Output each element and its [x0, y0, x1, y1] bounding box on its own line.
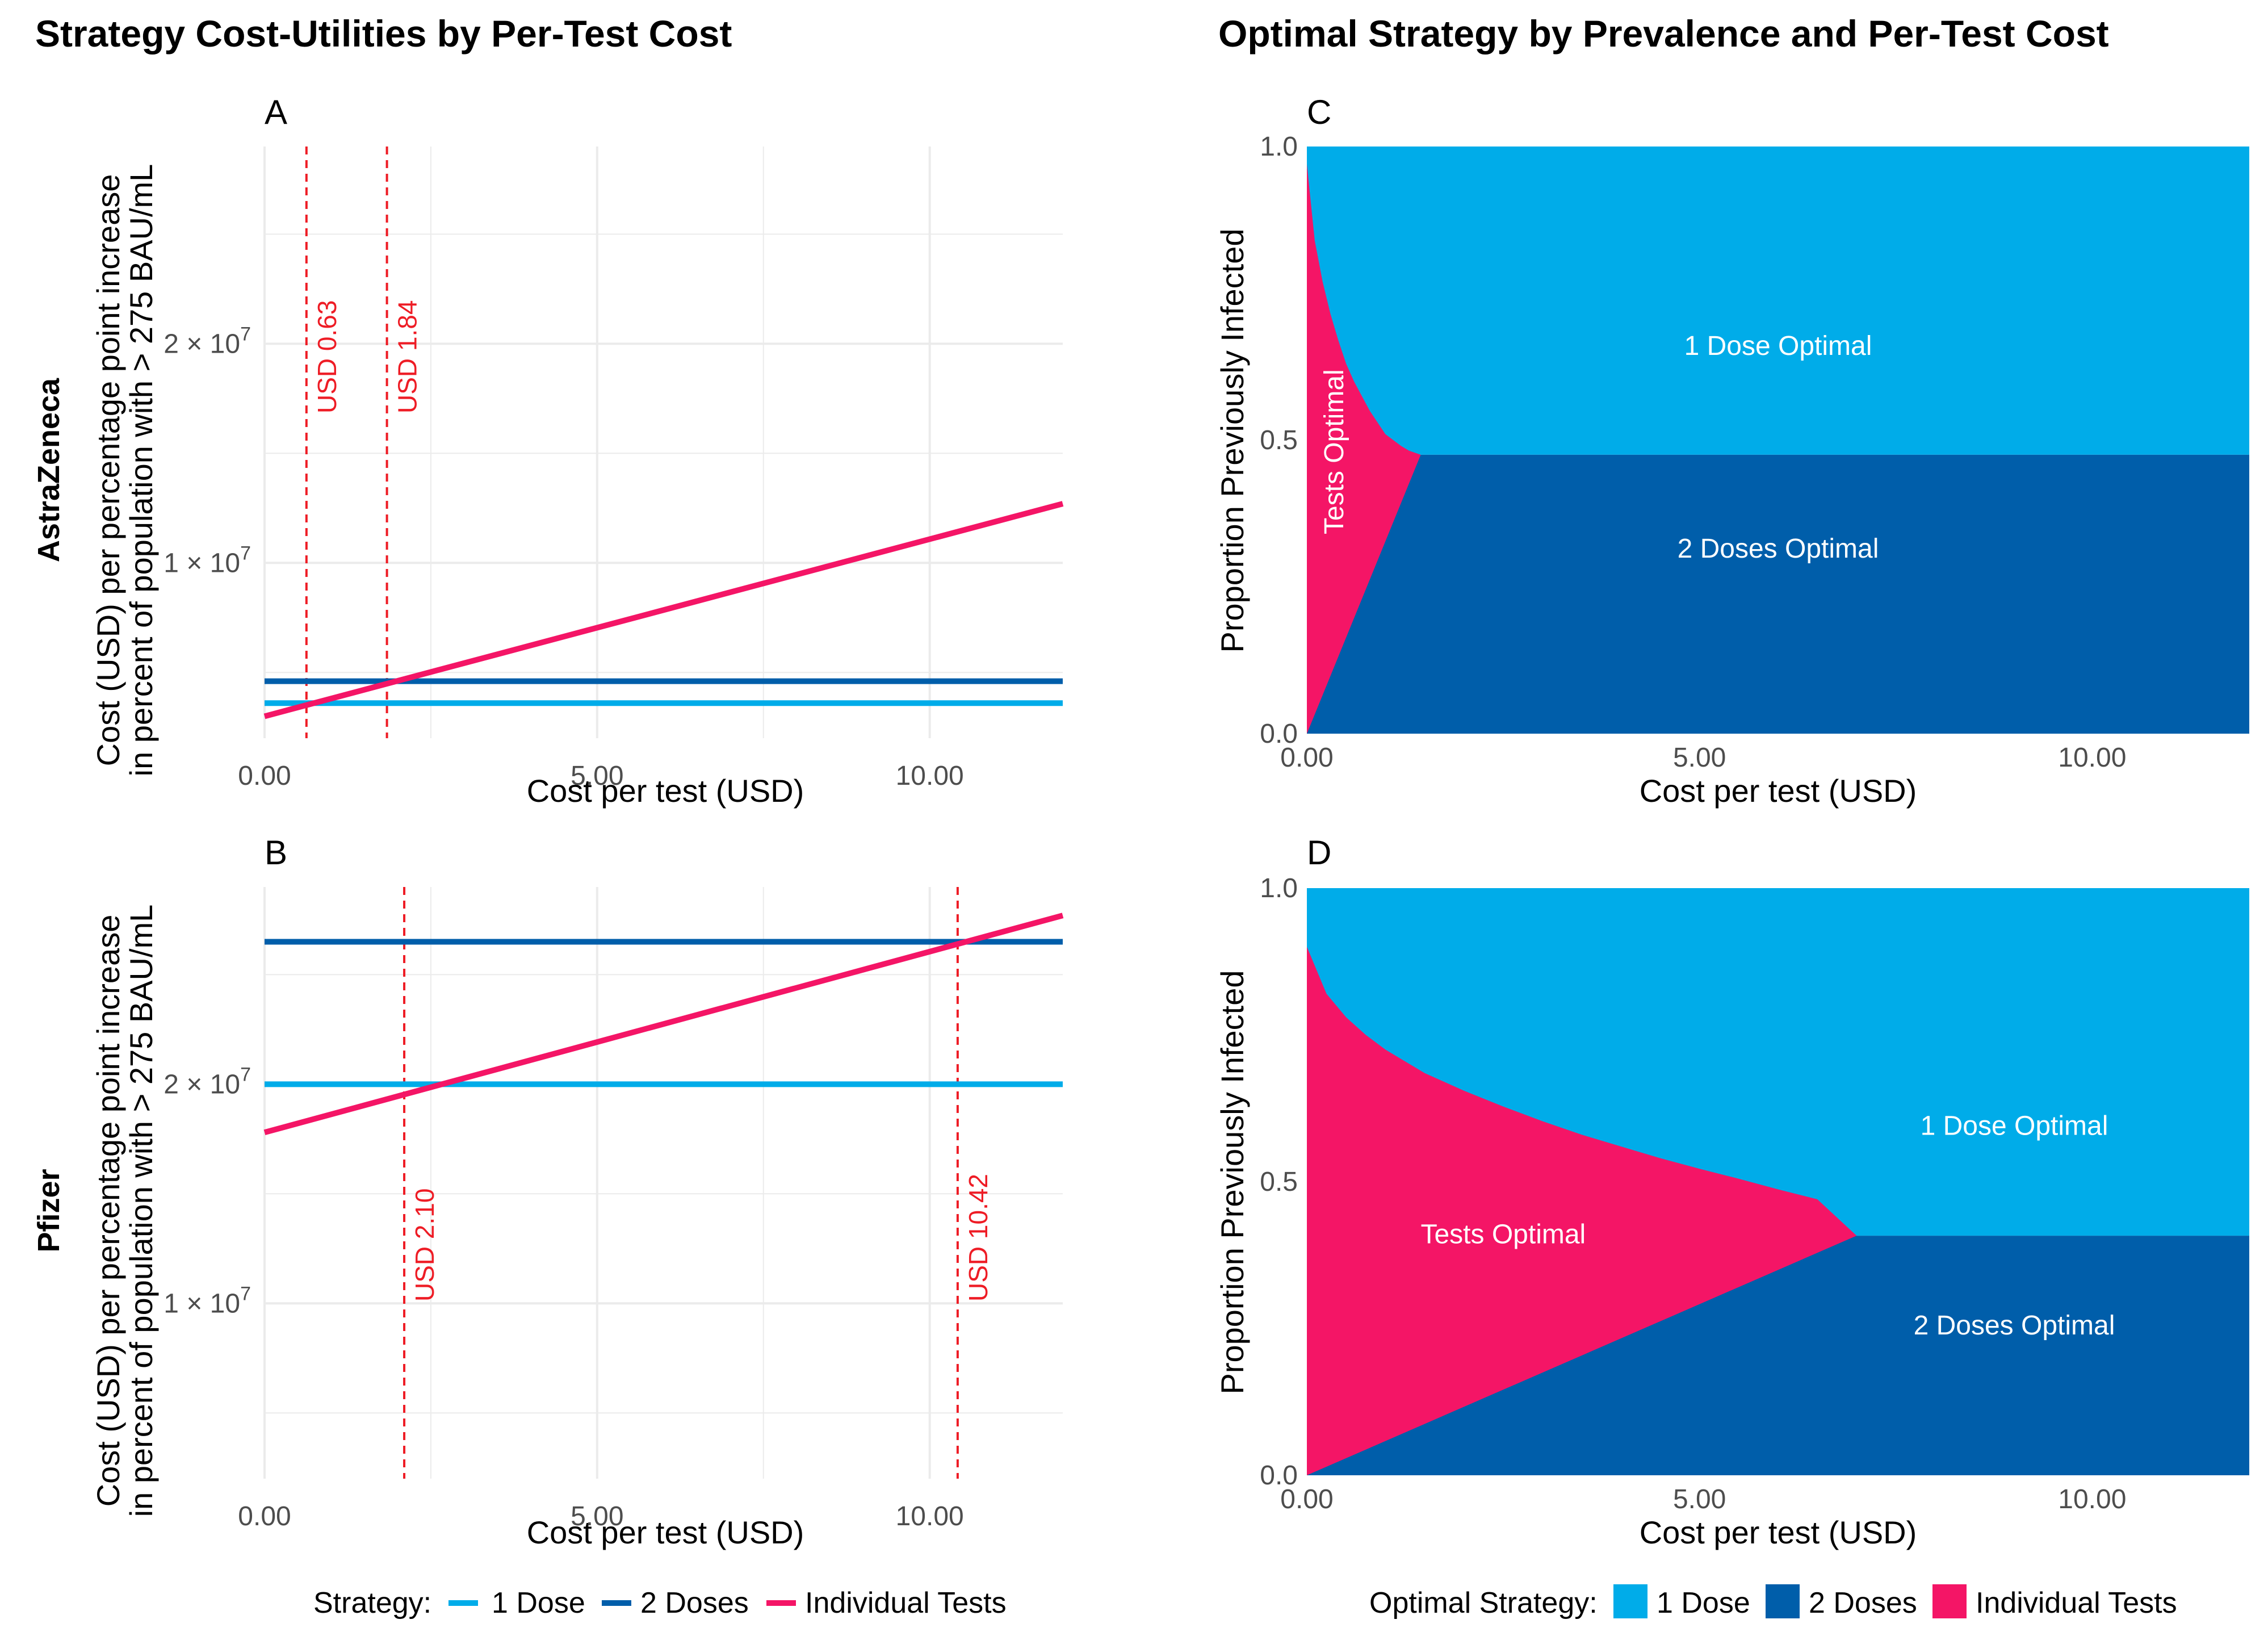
panel-b-x-tick-label: 0.00: [238, 1501, 291, 1531]
legend-optimal-item-1-dose: 1 Dose: [1657, 1587, 1750, 1620]
panel-c-label-1-dose: 1 Dose Optimal: [1684, 331, 1872, 361]
panel-c-label: C: [1307, 93, 1331, 131]
legend-optimal-item-individual-tests: Individual Tests: [1976, 1587, 2177, 1620]
panel-b-x-tick-label: 5.00: [571, 1501, 623, 1531]
panel-c-label-tests: Tests Optimal: [1319, 369, 1349, 534]
panel-c-y-tick-label: 0.0: [1260, 719, 1298, 749]
panel-a-label: A: [265, 93, 287, 131]
panel-a-x-tick-label: 10.00: [896, 761, 964, 791]
panel-d-x-tick-label: 0.00: [1280, 1484, 1333, 1514]
panel-b-ylabel-line1: Cost (USD) per percentage point increase: [90, 915, 126, 1507]
panel-d: D Proportion Previously Infected Cost pe…: [1214, 834, 2249, 1550]
panel-d-label-tests: Tests Optimal: [1420, 1220, 1586, 1250]
panel-c: C Proportion Previously Infected Cost pe…: [1214, 93, 2249, 809]
legend-item-individual-tests: Individual Tests: [805, 1587, 1007, 1620]
legend-item-2-doses: 2 Doses: [640, 1587, 749, 1620]
panel-c-x-tick-label: 10.00: [2058, 743, 2126, 773]
row-label-pfizer: Pfizer: [32, 1169, 66, 1252]
panel-d-y-tick-label: 0.0: [1260, 1461, 1298, 1491]
panel-d-label: D: [1307, 834, 1331, 872]
panel-b-label: B: [265, 834, 287, 872]
panel-b-threshold-label: USD 2.10: [410, 1189, 439, 1302]
panel-d-y-tick-label: 0.5: [1260, 1167, 1298, 1197]
panel-c-xlabel: Cost per test (USD): [1640, 773, 1917, 809]
panel-c-y-tick-label: 0.5: [1260, 425, 1298, 455]
panel-a-y-tick-label: 1 × 107: [164, 542, 251, 578]
legend-box-1-dose: [1613, 1584, 1647, 1618]
panel-b-xlabel: Cost per test (USD): [527, 1514, 804, 1550]
panel-c-label-2-doses: 2 Doses Optimal: [1678, 534, 1879, 564]
panel-b-series-individual-tests: [263, 913, 1064, 1136]
legend-box-2-doses: [1766, 1584, 1800, 1618]
panel-a: A Cost (USD) per percentage point increa…: [90, 93, 1064, 809]
legend-optimal-item-2-doses: 2 Doses: [1809, 1587, 1917, 1620]
panel-a-series-individual-tests: [263, 501, 1064, 719]
panel-d-x-tick-label: 10.00: [2058, 1484, 2126, 1514]
panel-b-x-tick-label: 10.00: [896, 1501, 964, 1531]
panel-a-x-tick-label: 0.00: [238, 761, 291, 791]
legend-strategy-title: Strategy:: [313, 1587, 431, 1620]
left-section-title: Strategy Cost-Utilities by Per-Test Cost: [35, 12, 732, 55]
panel-d-label-1-dose: 1 Dose Optimal: [1921, 1111, 2108, 1141]
panel-a-threshold-label: USD 1.84: [393, 300, 422, 413]
panel-b-ylabel-line2: in percent of population with > 275 BAU/…: [123, 905, 159, 1517]
panel-c-ylabel: Proportion Previously Infected: [1214, 228, 1250, 652]
legend-optimal-strategy: Optimal Strategy: 1 Dose 2 Doses Individ…: [1369, 1584, 2177, 1620]
panel-b-y-tick-label: 1 × 107: [164, 1283, 251, 1319]
panel-d-ylabel: Proportion Previously Infected: [1214, 970, 1250, 1394]
panel-a-xlabel: Cost per test (USD): [527, 773, 804, 809]
panel-d-label-2-doses: 2 Doses Optimal: [1914, 1311, 2115, 1341]
panel-b-y-tick-label: 2 × 107: [164, 1064, 251, 1099]
panel-d-y-tick-label: 1.0: [1260, 873, 1298, 903]
panel-d-region-individual-tests: [1307, 947, 1857, 1475]
legend-optimal-title: Optimal Strategy:: [1369, 1587, 1598, 1620]
legend-box-individual-tests: [1932, 1584, 1967, 1618]
panel-b-threshold-label: USD 10.42: [963, 1174, 993, 1302]
panel-c-x-tick-label: 5.00: [1673, 743, 1726, 773]
panel-a-ylabel-line2: in percent of population with > 275 BAU/…: [123, 164, 159, 777]
panel-c-region-2-doses: [1307, 454, 2249, 734]
panel-c-y-tick-label: 1.0: [1260, 132, 1298, 162]
legend-item-1-dose: 1 Dose: [492, 1587, 585, 1620]
panel-c-region-individual-tests: [1307, 164, 1421, 734]
panel-b: B Cost (USD) per percentage point increa…: [90, 834, 1064, 1550]
panel-d-xlabel: Cost per test (USD): [1640, 1514, 1917, 1550]
right-section-title: Optimal Strategy by Prevalence and Per-T…: [1218, 12, 2109, 55]
panel-a-ylabel-line1: Cost (USD) per percentage point increase: [90, 174, 126, 767]
panel-c-region-1-dose: [1307, 147, 2249, 455]
panel-a-y-tick-label: 2 × 107: [164, 323, 251, 359]
panel-c-x-tick-label: 0.00: [1280, 743, 1333, 773]
panel-a-threshold-label: USD 0.63: [312, 300, 342, 413]
panel-d-x-tick-label: 5.00: [1673, 1484, 1726, 1514]
legend-strategy: Strategy: 1 Dose 2 Doses Individual Test…: [313, 1587, 1007, 1620]
row-label-astrazeneca: AstraZeneca: [32, 378, 66, 562]
panel-a-x-tick-label: 5.00: [571, 761, 623, 791]
